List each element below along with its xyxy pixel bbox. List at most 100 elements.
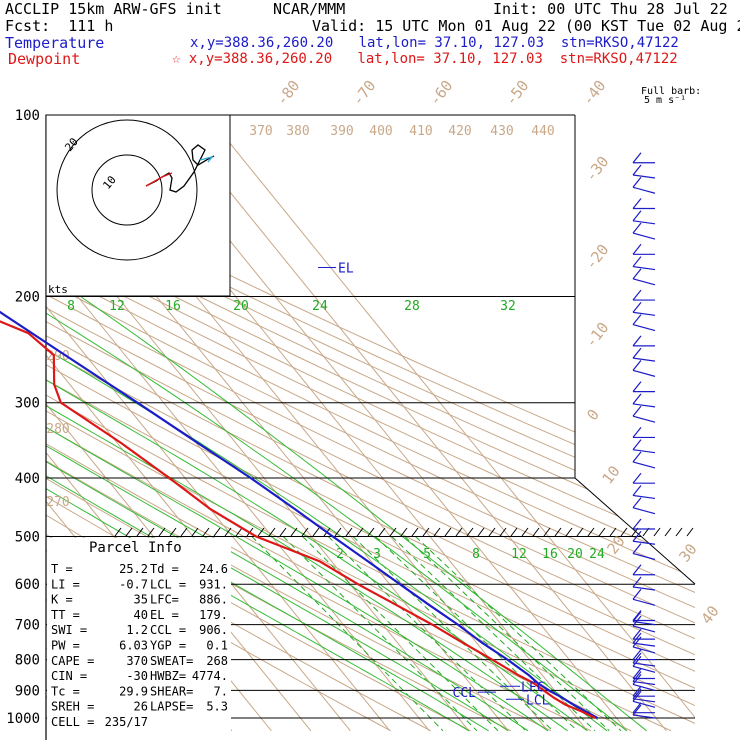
pressure-tick-label: 300 bbox=[15, 396, 40, 412]
hatch-mark bbox=[191, 527, 199, 537]
wind-barb bbox=[632, 598, 656, 606]
wind-barb-flag bbox=[632, 530, 642, 542]
hatch-mark bbox=[334, 527, 342, 537]
parcel-info-panel bbox=[47, 538, 231, 738]
wind-barb-flag bbox=[632, 439, 642, 451]
isotherm bbox=[46, 115, 351, 732]
mixing-ratio-label: 16 bbox=[542, 547, 558, 562]
wind-barb-flag bbox=[632, 674, 642, 685]
mixing-ratio-label: 2 bbox=[336, 547, 344, 562]
hodograph-trace bbox=[145, 144, 215, 193]
wind-barb-flag bbox=[632, 628, 642, 640]
dry-adiabat bbox=[46, 115, 695, 732]
wind-barb-flag bbox=[632, 652, 642, 664]
parcel-info-key: SWI = bbox=[51, 623, 87, 637]
wind-barb bbox=[632, 403, 656, 408]
wind-barb bbox=[632, 700, 656, 708]
parcel-info-key: LI = bbox=[51, 577, 80, 591]
title-left: ACCLIP 15km ARW-GFS init bbox=[5, 0, 222, 18]
hatch-mark bbox=[158, 527, 166, 537]
mixing-ratio-line bbox=[352, 536, 554, 732]
forecast-hour: Fcst: 111 h bbox=[5, 17, 114, 35]
dry-adiabat bbox=[46, 115, 695, 732]
parcel-info-value: 268 bbox=[206, 654, 228, 668]
ccl-label: CCL bbox=[453, 686, 477, 701]
hatch-mark bbox=[268, 527, 276, 537]
parcel-info-value: 1.2 bbox=[126, 623, 148, 637]
hatch-mark bbox=[367, 527, 375, 537]
hatch-mark bbox=[554, 527, 562, 537]
hatch-mark bbox=[213, 527, 221, 537]
parcel-info-key: CELL = bbox=[51, 715, 94, 729]
theta-label: 370 bbox=[249, 124, 272, 139]
wind-barb bbox=[632, 494, 656, 500]
parcel-info-key: Tc = bbox=[51, 684, 80, 698]
wind-barb-flag bbox=[632, 472, 642, 484]
dry-adiabat bbox=[46, 115, 695, 732]
pressure-tick-label: 800 bbox=[15, 653, 40, 669]
parcel-info-key: YGP = bbox=[150, 639, 186, 653]
isotherm bbox=[0, 115, 34, 731]
hatch-mark bbox=[202, 527, 210, 537]
moist-adiabat bbox=[46, 296, 489, 732]
wind-barb bbox=[632, 625, 656, 633]
wind-barb bbox=[632, 507, 656, 515]
moist-adiabat bbox=[46, 296, 628, 732]
wind-barb bbox=[632, 415, 656, 423]
wind-barb-flag bbox=[632, 588, 642, 600]
theta-label: 430 bbox=[490, 124, 513, 139]
isotherm bbox=[46, 115, 391, 732]
hodograph-units: kts bbox=[48, 283, 68, 296]
wind-barb-flag bbox=[632, 427, 642, 438]
hatch-mark bbox=[466, 527, 474, 537]
parcel-info-value: 5.3 bbox=[206, 700, 228, 714]
wind-barb bbox=[632, 461, 656, 469]
hatch-mark bbox=[455, 527, 463, 537]
wind-barb bbox=[632, 680, 656, 686]
wind-barb-flag bbox=[632, 335, 642, 347]
mixing-ratio-label: 3 bbox=[373, 547, 381, 562]
mixing-ratio-label: 24 bbox=[312, 299, 328, 314]
isotherm bbox=[206, 115, 695, 732]
wind-barb-flag bbox=[632, 405, 642, 417]
hatch-mark bbox=[356, 527, 364, 537]
isotherm-label: -50 bbox=[502, 77, 533, 109]
moist-adiabat bbox=[46, 296, 549, 732]
wind-barb-flag bbox=[632, 360, 642, 371]
wind-barb-flag bbox=[632, 198, 642, 209]
mixing-ratio-label: 28 bbox=[404, 299, 420, 314]
parcel-info-key: SHEAR= bbox=[150, 684, 193, 698]
wind-barb bbox=[632, 324, 656, 332]
parcel-info-key: CCL = bbox=[150, 623, 186, 637]
hatch-mark bbox=[543, 527, 551, 537]
barb-legend-line2: 5 m s⁻¹ bbox=[644, 95, 687, 106]
hatch-mark bbox=[411, 527, 419, 537]
wind-barb-flag bbox=[632, 176, 642, 188]
parcel-info-key: CIN = bbox=[51, 669, 87, 683]
pressure-tick-label: 400 bbox=[15, 471, 40, 487]
hatch-mark bbox=[224, 527, 232, 537]
wind-barb bbox=[632, 662, 656, 667]
wind-barb bbox=[632, 665, 656, 673]
pressure-tick-label: 500 bbox=[15, 529, 40, 545]
wind-barb bbox=[632, 540, 656, 545]
hatch-mark bbox=[444, 527, 452, 537]
dry-adiabat bbox=[46, 115, 695, 732]
lfc-label: LFC bbox=[521, 680, 544, 695]
wind-barb-flag bbox=[632, 576, 642, 588]
valid-time: Valid: 15 UTC Mon 01 Aug 22 (00 KST Tue … bbox=[312, 17, 740, 35]
hatch-mark bbox=[609, 527, 617, 537]
wind-barb bbox=[632, 265, 656, 271]
wind-barb-flag bbox=[632, 497, 642, 509]
theta-label: 410 bbox=[409, 124, 432, 139]
wind-barb bbox=[632, 714, 656, 719]
wind-barb-flag bbox=[632, 256, 642, 267]
frame-diagonal bbox=[574, 477, 696, 585]
dry-adiabat bbox=[46, 115, 695, 732]
parcel-info-value: 6.03 bbox=[119, 639, 148, 653]
wind-barb bbox=[632, 646, 656, 654]
hatch-mark bbox=[301, 527, 309, 537]
isotherm-label: -40 bbox=[579, 77, 610, 109]
wind-barb-flag bbox=[632, 610, 642, 621]
